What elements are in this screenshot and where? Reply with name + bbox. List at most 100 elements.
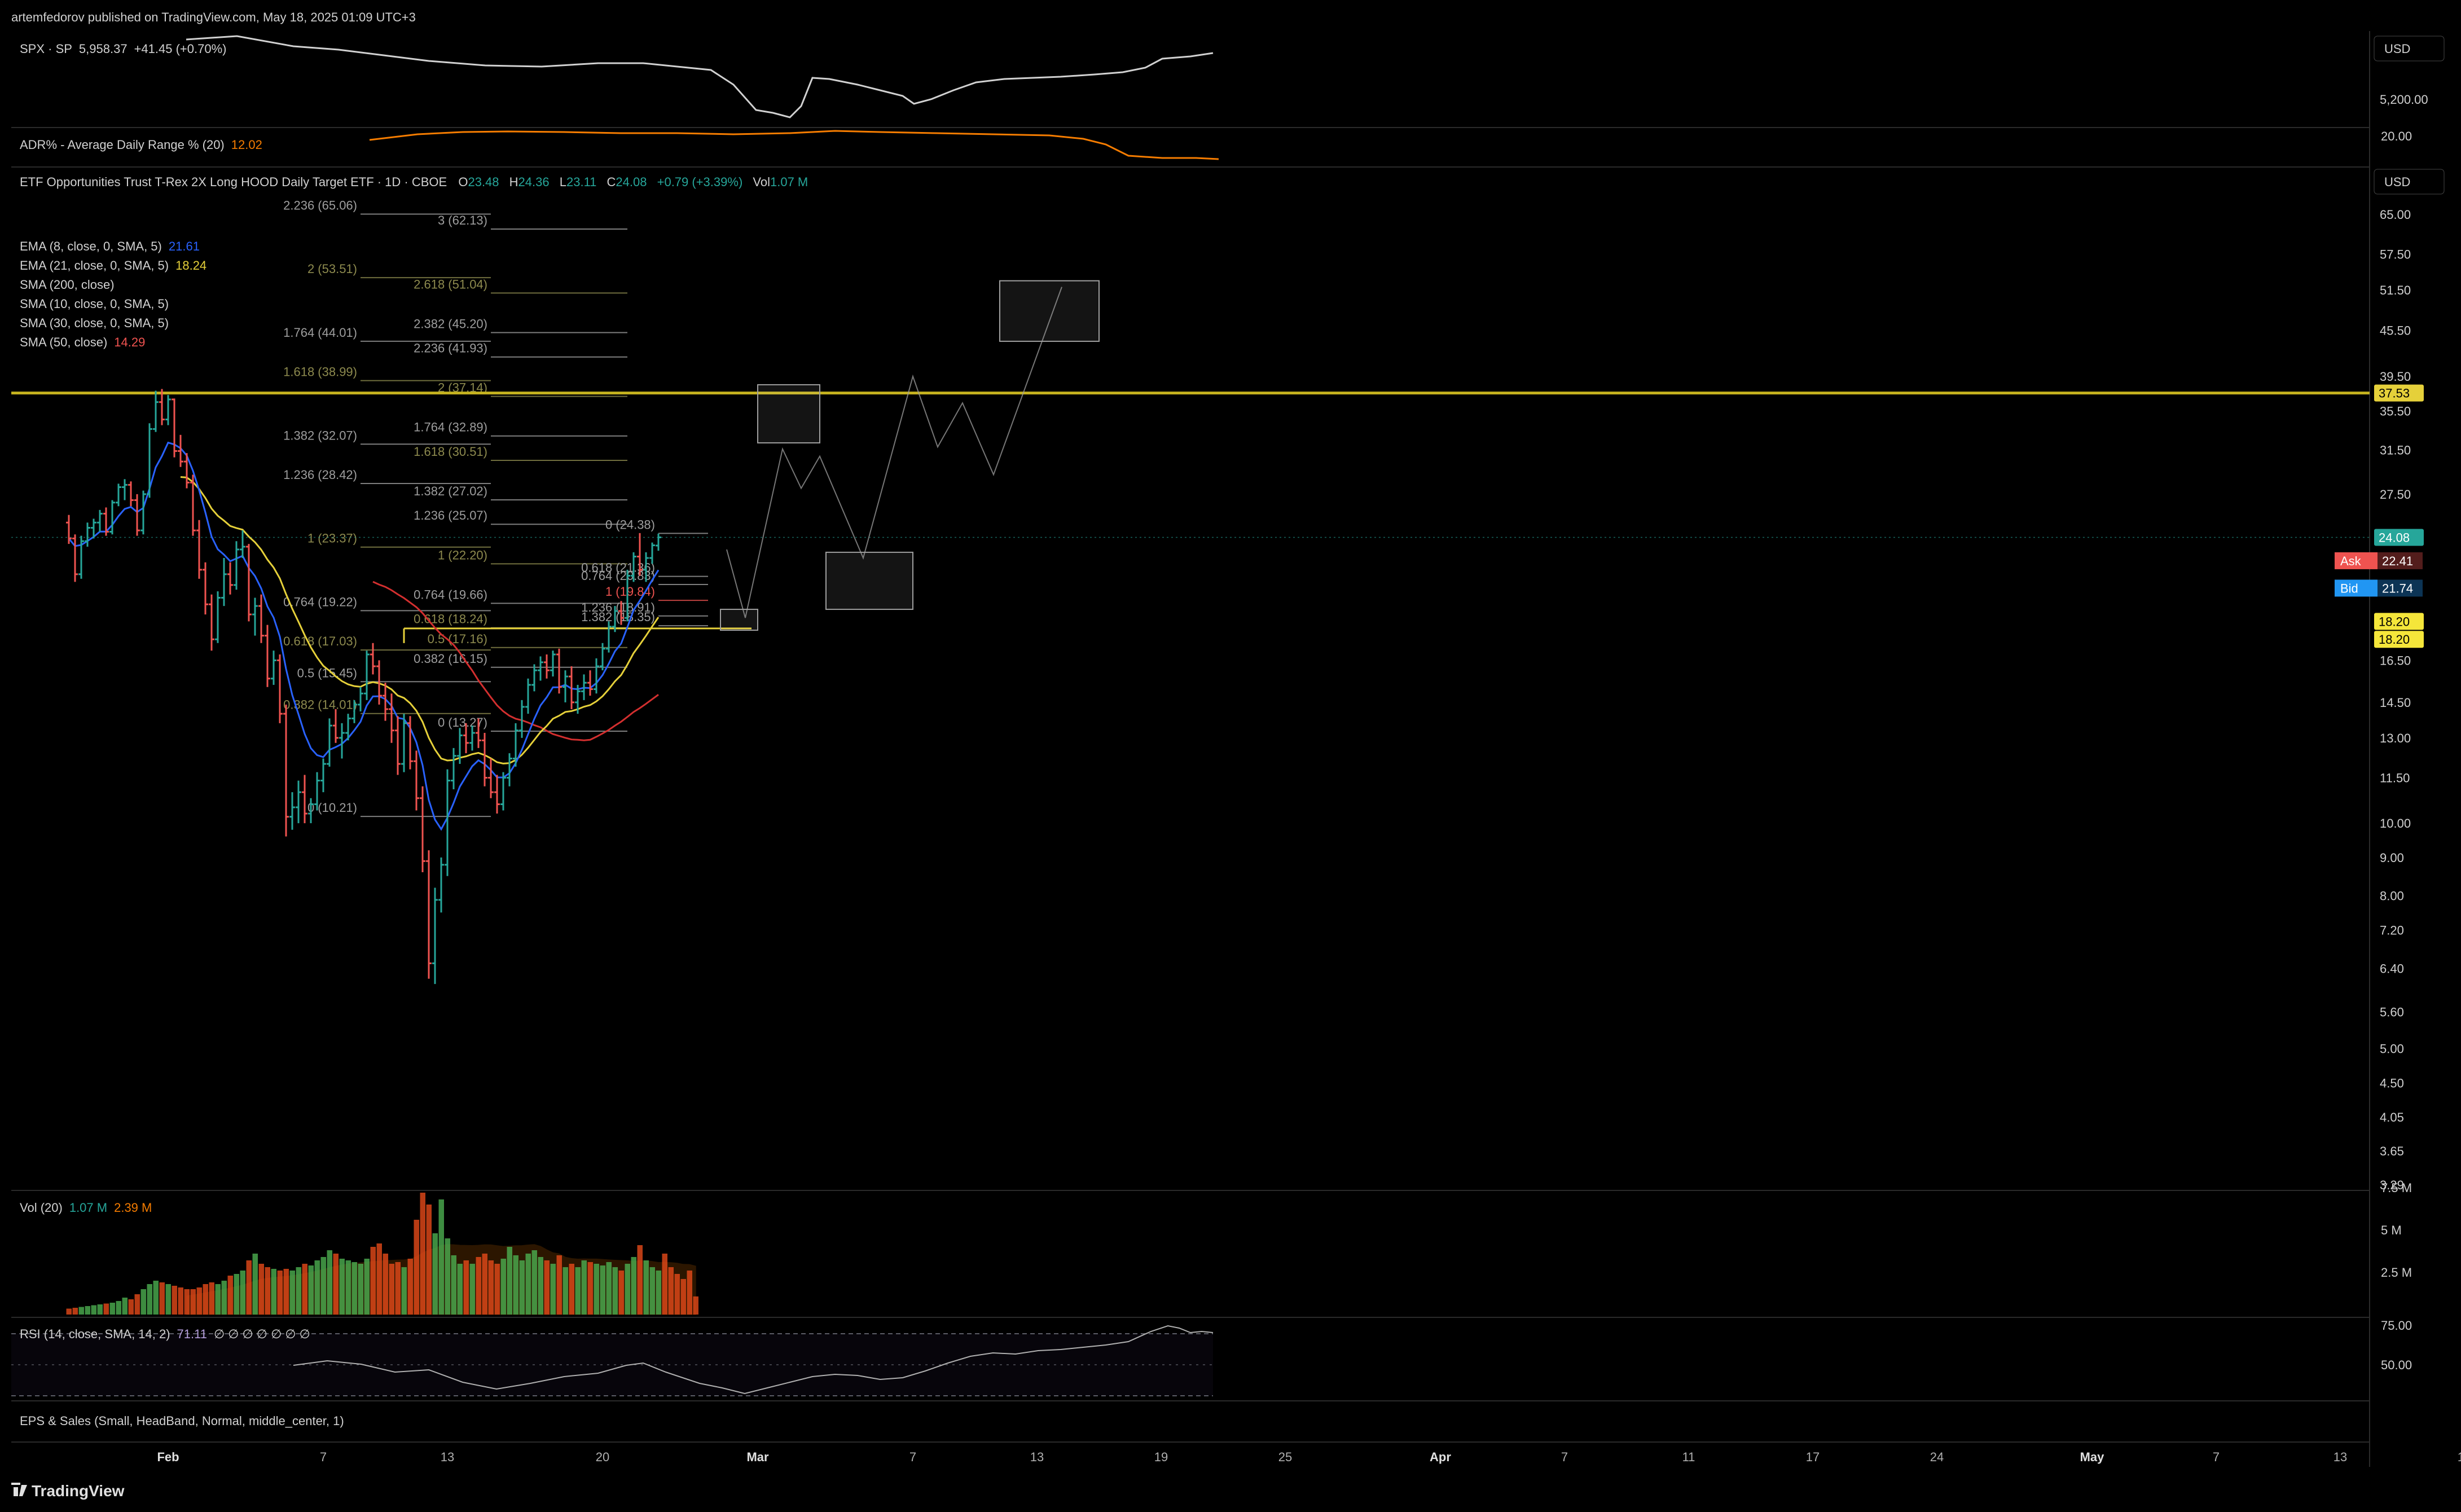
candle [426, 850, 432, 979]
candle [134, 494, 140, 536]
volume-bar [364, 1259, 370, 1315]
price-axis-tick: 16.50 [2380, 653, 2411, 667]
candle [476, 718, 481, 748]
indicator-label: SMA (200, close) [20, 278, 115, 292]
volume-bar [147, 1284, 152, 1315]
price-badge-label: 18.20 [2379, 614, 2410, 628]
candle [587, 670, 593, 696]
rsi-line [293, 1325, 1214, 1395]
candle [631, 552, 636, 582]
price-badge: 18.20 [2374, 631, 2424, 648]
time-axis-label: 19 [2458, 1450, 2461, 1464]
tradingview-logo-icon [11, 1483, 27, 1496]
tradingview-wordmark: TradingView [32, 1482, 125, 1500]
candle [271, 650, 276, 685]
projection-zones[interactable] [720, 280, 1100, 631]
volume-bar [587, 1262, 593, 1315]
price-badge: 18.20 [2374, 613, 2424, 630]
rsi-axis-tick: 50.00 [2381, 1358, 2412, 1372]
candle [258, 594, 264, 643]
eps-pane[interactable]: EPS & Sales (Small, HeadBand, Normal, mi… [20, 1414, 344, 1428]
volume-bar [116, 1301, 121, 1315]
fib-level-label: 0.618 (17.03) [283, 634, 357, 648]
candle [370, 643, 376, 675]
rsi-pane[interactable]: RSI (14, close, SMA, 14, 2) 71.11 ∅ ∅ ∅ ∅ … [11, 1318, 2412, 1396]
fib-level-label: 2.236 (65.06) [283, 198, 357, 212]
horizontal-levels[interactable] [11, 392, 2370, 643]
tradingview-logo[interactable]: TradingView [11, 1482, 125, 1500]
time-axis[interactable]: Feb71320Mar7131925Apr7111724May7131923Ju… [157, 1450, 2461, 1464]
price-badge-label: 37.53 [2379, 386, 2410, 401]
fib-level-label: 1.382 (18.35) [581, 610, 655, 624]
candle [420, 786, 425, 873]
projection-zone-box[interactable] [825, 551, 913, 610]
projection-path[interactable] [726, 287, 1062, 618]
candle [513, 723, 518, 767]
volume-bar [507, 1247, 512, 1315]
candle [351, 700, 357, 723]
volume-bar [178, 1287, 183, 1315]
volume-bar [345, 1260, 351, 1315]
candle [525, 678, 531, 714]
candle [451, 748, 456, 789]
candle [184, 453, 190, 489]
indicator-legend: SMA (200, close) [20, 278, 115, 292]
candle [190, 474, 196, 536]
fibonacci-extensions[interactable]: 2.236 (65.06) 2 (53.51) 1.764 (44.01) 1.618… [283, 198, 708, 817]
candle [277, 654, 283, 723]
candle [122, 479, 128, 500]
candle [339, 723, 345, 759]
volume-bar [513, 1255, 518, 1315]
indicator-label: SMA (30, close, 0, SMA, 5) [20, 316, 169, 330]
volume-bar [389, 1264, 394, 1315]
ask-badge: Ask 22.41 [2335, 552, 2423, 569]
volume-bar [153, 1281, 159, 1315]
ohlc-close-key: C [607, 175, 616, 189]
fib-level-label: 2.618 (51.04) [414, 277, 487, 291]
volume-bar [240, 1271, 245, 1315]
indicator-label: EMA (21, close, 0, SMA, 5) [20, 258, 169, 272]
candle [445, 769, 450, 876]
indicator-label: EMA (8, close, 0, SMA, 5) [20, 239, 162, 253]
volume-bar [320, 1257, 326, 1315]
volume-bar [97, 1304, 103, 1315]
candle [457, 728, 463, 764]
indicator-value: 18.24 [175, 258, 206, 272]
ohlc-close-value: 24.08 [616, 175, 647, 189]
volume-bar [308, 1265, 314, 1315]
projection-zone-box[interactable] [720, 609, 758, 631]
main-axis-currency-badge[interactable] [2374, 169, 2445, 195]
price-axis-tick: 3.29 [2380, 1178, 2404, 1192]
volume-pane[interactable]: Vol (20) 1.07 M 2.39 M 7.5 M 5 M 2.5 M [20, 1181, 2412, 1315]
projection-zone-box[interactable] [757, 384, 820, 443]
candle [649, 542, 655, 564]
spx-pane[interactable]: SPX · SP 5,958.37 +41.45 (+0.70%) USD 5,20… [20, 35, 2445, 118]
candle [600, 643, 605, 671]
candle [97, 509, 103, 532]
volume-bar [469, 1264, 475, 1315]
fib-level-label: 1.764 (44.01) [283, 326, 357, 340]
adr-legend: ADR% - Average Daily Range % (20) 12.02 [20, 138, 262, 152]
price-badges: 37.53 24.08 18.20 18.20 [2374, 384, 2424, 648]
spx-axis-currency-badge[interactable] [2374, 36, 2445, 61]
price-axis-ticks[interactable]: 65.00 57.50 51.50 45.50 39.50 35.50 31.50 27.50… [2380, 208, 2411, 1192]
volume-bar [451, 1255, 456, 1315]
candle [556, 648, 562, 694]
price-axis-tick: 11.50 [2380, 771, 2410, 785]
projection-zone-box[interactable] [999, 280, 1100, 342]
spx-line [186, 35, 1214, 118]
volume-bar [302, 1264, 307, 1315]
ohlc-open-value: 23.48 [468, 175, 499, 189]
volume-bar [395, 1262, 401, 1315]
volume-bar [594, 1264, 599, 1315]
candles [66, 389, 661, 984]
candle [159, 389, 165, 425]
candle [625, 569, 630, 622]
volume-bar [333, 1254, 339, 1315]
fib-level-label: 0.5 (17.16) [428, 632, 487, 646]
price-axis-tick: 7.20 [2380, 923, 2404, 937]
fib-level-label: 1 (19.84) [605, 584, 655, 599]
main-price-pane[interactable]: ETF Opportunities Trust T-Rex 2X Long HO… [11, 169, 2445, 1192]
adr-pane[interactable]: ADR% - Average Daily Range % (20) 12.02 2… [20, 129, 2412, 160]
